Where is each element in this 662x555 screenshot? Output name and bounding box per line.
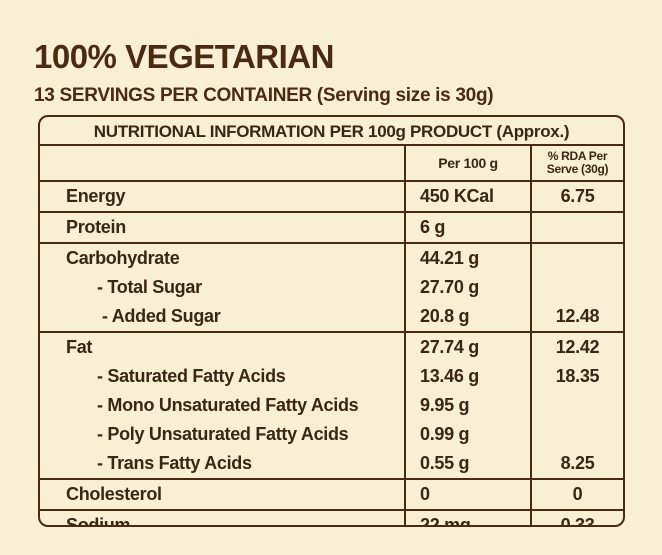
nutrition-table: NUTRITIONAL INFORMATION PER 100g PRODUCT… (38, 115, 625, 527)
per100-value: 22 mg (404, 510, 531, 525)
rda-value (530, 212, 623, 244)
table-row: - Saturated Fatty Acids 13.46 g 18.35 (40, 362, 623, 391)
rda-value: 6.75 (530, 181, 623, 213)
table-row: - Added Sugar 20.8 g 12.48 (40, 302, 623, 333)
rda-header-line1: % RDA Per (547, 149, 608, 163)
per100-value: 450 KCal (404, 181, 531, 213)
nutrient-name: Cholesterol (40, 479, 405, 511)
per100-value: 27.70 g (404, 273, 531, 302)
table-row: - Poly Unsaturated Fatty Acids 0.99 g (40, 420, 623, 449)
per100-value: 20.8 g (404, 302, 531, 333)
per100-value: 0.99 g (404, 420, 531, 449)
rda-value: 12.48 (530, 302, 623, 333)
page-title: 100% VEGETARIAN (34, 38, 334, 75)
nutrient-name: Sodium (66, 515, 131, 527)
nutrient-name: - Total Sugar (97, 277, 202, 297)
nutrient-name: Protein (40, 212, 405, 244)
rda-value (530, 243, 623, 273)
per100-value: 44.21 g (404, 243, 531, 273)
servings-info: 13 SERVINGS PER CONTAINER (Serving size … (34, 85, 494, 106)
rda-value: 0 (530, 479, 623, 511)
table-row: Sodium 22 mg 0.33 (40, 510, 623, 527)
rda-value: 12.42 (530, 332, 623, 362)
rda-header: % RDA Per Serve (30g) (530, 146, 623, 182)
per100-header: Per 100 g (404, 146, 531, 182)
nutrient-name: Fat (66, 337, 93, 357)
nutrient-name: Carbohydrate (66, 248, 180, 268)
rda-value (530, 273, 623, 302)
nutrient-name: - Mono Unsaturated Fatty Acids (97, 395, 359, 415)
rda-value: 0.33 (530, 510, 623, 525)
rda-value: 18.35 (530, 362, 623, 391)
rda-value (530, 391, 623, 420)
per100-value: 0.55 g (404, 449, 531, 480)
table-row: - Total Sugar 27.70 g (40, 273, 623, 302)
per100-value: 0 (404, 479, 531, 511)
nutrient-name: - Added Sugar (40, 302, 405, 333)
table-row: Cholesterol 0 0 (40, 479, 623, 511)
per100-value: 27.74 g (404, 332, 531, 362)
nutrient-name: - Trans Fatty Acids (40, 449, 405, 480)
table-row: - Mono Unsaturated Fatty Acids 9.95 g (40, 391, 623, 420)
per100-value: 13.46 g (404, 362, 531, 391)
table-row: Protein 6 g (40, 212, 623, 244)
nutrient-name: - Saturated Fatty Acids (97, 366, 286, 386)
rda-header-line2: Serve (30g) (546, 162, 609, 176)
rda-value (530, 420, 623, 449)
nutrition-grid: Per 100 g % RDA Per Serve (30g) Energy 4… (40, 146, 623, 527)
per100-value: 6 g (404, 212, 531, 244)
table-row: - Trans Fatty Acids 0.55 g 8.25 (40, 449, 623, 480)
header-empty-cell (40, 146, 405, 182)
per100-value: 9.95 g (404, 391, 531, 420)
nutrient-name: Energy (40, 181, 405, 213)
table-title: NUTRITIONAL INFORMATION PER 100g PRODUCT… (40, 117, 623, 146)
rda-value: 8.25 (530, 449, 623, 480)
nutrient-name: - Poly Unsaturated Fatty Acids (97, 424, 349, 444)
table-row: Carbohydrate 44.21 g (40, 243, 623, 273)
table-row: Energy 450 KCal 6.75 (40, 181, 623, 213)
header-row: Per 100 g % RDA Per Serve (30g) (40, 146, 623, 182)
table-row: Fat 27.74 g 12.42 (40, 332, 623, 362)
